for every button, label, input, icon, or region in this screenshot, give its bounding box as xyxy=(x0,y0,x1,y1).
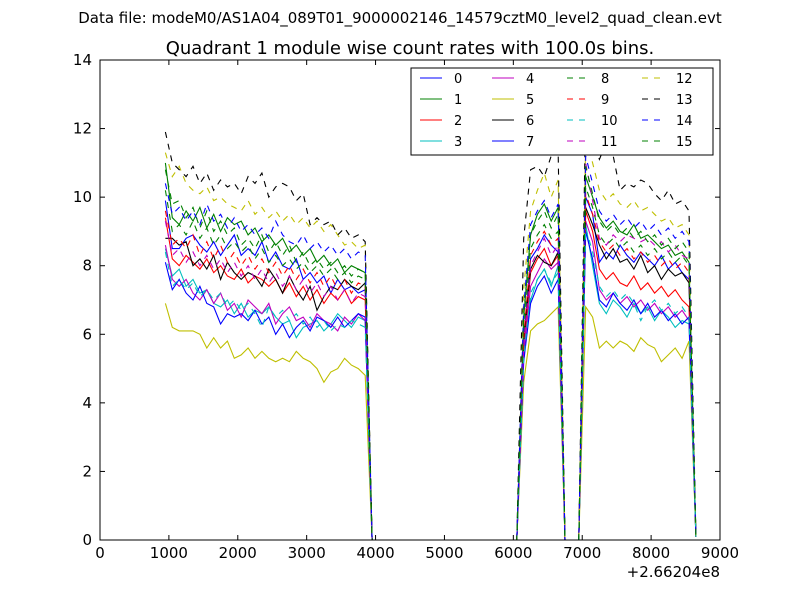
axes-frame xyxy=(99,59,721,541)
x-tick-label: 6000 xyxy=(494,544,532,562)
y-tick-label: 12 xyxy=(73,120,92,138)
legend-label-5: 5 xyxy=(526,93,534,108)
legend-label-11: 11 xyxy=(601,135,618,150)
series-line-5 xyxy=(164,303,697,540)
legend-label-14: 14 xyxy=(676,114,693,129)
ticks-layer: 0 1000 2000 3000 4000 5000 6000 7000 8000 9000 0 2 4… xyxy=(73,51,739,562)
series-line-9 xyxy=(164,193,697,540)
legend-label-4: 4 xyxy=(526,72,534,87)
y-tick-label: 14 xyxy=(73,51,92,69)
x-tick-label: 2000 xyxy=(219,544,257,562)
series-line-4 xyxy=(164,220,697,540)
y-tick-label: 10 xyxy=(73,188,92,206)
legend-label-12: 12 xyxy=(676,72,693,87)
series-layer xyxy=(164,104,697,540)
x-tick-label: 9000 xyxy=(701,544,739,562)
y-tick-label: 6 xyxy=(82,325,92,343)
legend-frame xyxy=(410,67,714,156)
y-tick-label: 8 xyxy=(82,257,92,275)
legend-label-10: 10 xyxy=(601,114,618,129)
legend-label-0: 0 xyxy=(454,72,462,87)
legend-label-6: 6 xyxy=(526,114,534,129)
legend-label-1: 1 xyxy=(454,93,462,108)
legend-label-2: 2 xyxy=(454,114,462,129)
series-line-14 xyxy=(164,155,697,540)
x-tick-label: 4000 xyxy=(356,544,394,562)
series-line-10 xyxy=(164,227,697,540)
suptitle: Data file: modeM0/AS1A04_089T01_90000021… xyxy=(78,9,722,28)
series-line-6 xyxy=(165,207,697,540)
x-offset-label: +2.66204e8 xyxy=(627,563,720,581)
legend-label-13: 13 xyxy=(676,93,693,108)
x-tick-label: 8000 xyxy=(632,544,670,562)
legend-label-3: 3 xyxy=(454,135,462,150)
x-tick-label: 1000 xyxy=(150,544,188,562)
y-tick-label: 2 xyxy=(82,462,92,480)
legend-label-8: 8 xyxy=(601,72,609,87)
x-tick-label: 3000 xyxy=(288,544,326,562)
series-line-15 xyxy=(164,166,697,540)
chart-title: Quadrant 1 module wise count rates with … xyxy=(166,38,655,59)
plot-area xyxy=(99,59,721,541)
series-line-12 xyxy=(164,138,697,540)
series-line-3 xyxy=(164,224,697,540)
legend-label-15: 15 xyxy=(676,135,693,150)
series-line-8 xyxy=(164,186,697,540)
series-line-7 xyxy=(164,231,697,540)
x-tick-label: 5000 xyxy=(425,544,463,562)
y-tick-label: 4 xyxy=(82,394,92,412)
x-tick-label: 7000 xyxy=(563,544,601,562)
y-tick-label: 0 xyxy=(82,531,92,549)
x-tick-label: 0 xyxy=(95,544,105,562)
series-line-13 xyxy=(164,104,697,540)
legend-label-7: 7 xyxy=(526,135,534,150)
legend-label-9: 9 xyxy=(601,93,609,108)
series-line-11 xyxy=(164,162,697,540)
